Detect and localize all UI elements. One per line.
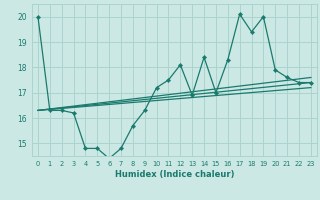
X-axis label: Humidex (Indice chaleur): Humidex (Indice chaleur) (115, 170, 234, 179)
